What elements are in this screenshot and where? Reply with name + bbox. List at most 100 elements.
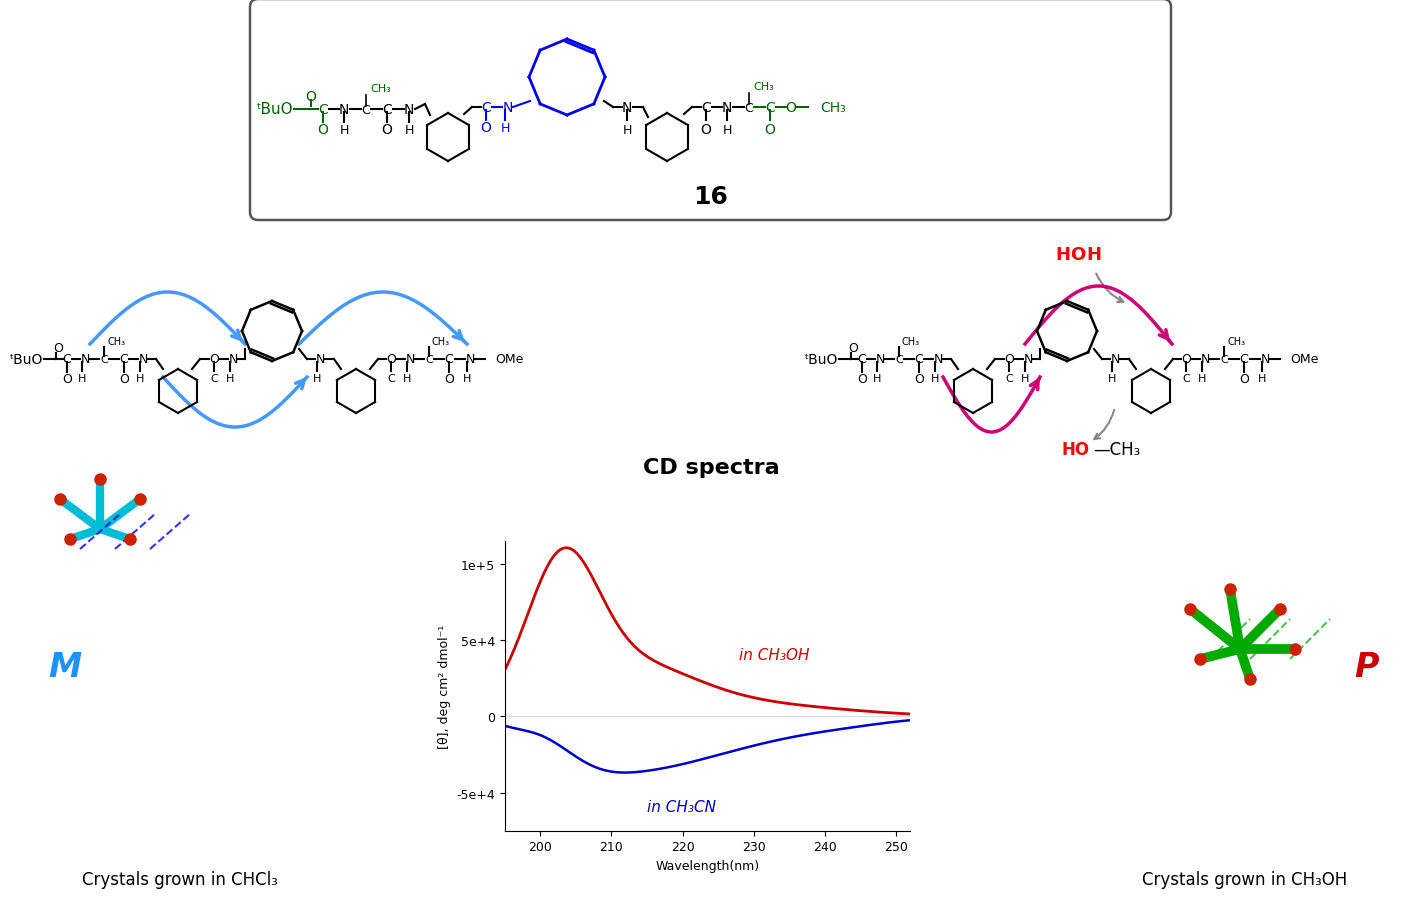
Text: O: O bbox=[848, 342, 857, 355]
Text: H: H bbox=[1021, 374, 1030, 384]
Text: Crystals grown in CHCl₃: Crystals grown in CHCl₃ bbox=[82, 870, 277, 888]
Text: Crystals grown in CH₃OH: Crystals grown in CH₃OH bbox=[1142, 870, 1348, 888]
Text: H: H bbox=[313, 374, 321, 384]
Text: O: O bbox=[914, 373, 924, 386]
Text: N: N bbox=[404, 103, 414, 116]
Text: N: N bbox=[722, 101, 732, 115]
Text: P: P bbox=[1355, 651, 1379, 684]
Text: O: O bbox=[317, 123, 328, 137]
Text: CH₃: CH₃ bbox=[754, 82, 774, 92]
X-axis label: Wavelength(nm): Wavelength(nm) bbox=[656, 859, 759, 872]
Text: H: H bbox=[1258, 374, 1266, 384]
Text: H: H bbox=[402, 374, 411, 384]
Text: C: C bbox=[481, 101, 491, 115]
Text: O: O bbox=[1182, 353, 1192, 366]
Text: C: C bbox=[210, 374, 218, 384]
Text: O: O bbox=[1004, 353, 1014, 366]
Text: N: N bbox=[1111, 353, 1119, 366]
Text: H: H bbox=[226, 374, 235, 384]
Y-axis label: [θ], deg cm² dmol⁻¹: [θ], deg cm² dmol⁻¹ bbox=[438, 624, 451, 749]
Text: •: • bbox=[1069, 250, 1076, 263]
Text: H: H bbox=[873, 374, 882, 384]
Text: N: N bbox=[621, 101, 633, 115]
Text: N: N bbox=[229, 353, 237, 366]
Text: OMe: OMe bbox=[1290, 353, 1318, 366]
Text: C: C bbox=[1182, 374, 1190, 384]
Text: C: C bbox=[1220, 355, 1227, 365]
Text: H: H bbox=[462, 374, 471, 384]
Text: C: C bbox=[894, 355, 903, 365]
Text: H: H bbox=[340, 124, 348, 136]
Text: CD spectra: CD spectra bbox=[643, 458, 779, 478]
Text: H: H bbox=[1086, 246, 1101, 264]
Text: O: O bbox=[53, 342, 63, 355]
Text: N: N bbox=[138, 353, 148, 366]
Text: N: N bbox=[503, 101, 513, 115]
Text: C: C bbox=[701, 101, 711, 115]
Text: N: N bbox=[316, 353, 324, 366]
Text: OMe: OMe bbox=[495, 353, 523, 366]
Text: in CH₃CN: in CH₃CN bbox=[647, 799, 717, 814]
Text: O: O bbox=[381, 123, 392, 137]
Text: C: C bbox=[745, 101, 754, 115]
Text: N: N bbox=[338, 103, 350, 116]
Text: H: H bbox=[1108, 374, 1116, 384]
FancyBboxPatch shape bbox=[250, 0, 1170, 220]
Text: O: O bbox=[119, 373, 129, 386]
Text: H: H bbox=[1055, 246, 1069, 264]
Text: H: H bbox=[623, 124, 631, 136]
Text: O: O bbox=[63, 373, 73, 386]
Text: M: M bbox=[48, 651, 81, 684]
Text: N: N bbox=[933, 353, 943, 366]
Text: O: O bbox=[385, 353, 395, 366]
Text: N: N bbox=[876, 353, 884, 366]
Text: N: N bbox=[80, 353, 90, 366]
Text: O: O bbox=[857, 373, 867, 386]
Text: in CH₃OH: in CH₃OH bbox=[739, 647, 811, 662]
Text: C: C bbox=[1240, 353, 1249, 366]
Text: H: H bbox=[722, 124, 732, 136]
Text: O: O bbox=[765, 123, 775, 137]
Text: H: H bbox=[931, 374, 939, 384]
Text: ᵗBuO: ᵗBuO bbox=[256, 102, 293, 117]
Text: C: C bbox=[445, 353, 454, 366]
Text: O: O bbox=[1239, 373, 1249, 386]
Text: O: O bbox=[209, 353, 219, 366]
Text: O: O bbox=[444, 373, 454, 386]
Text: N: N bbox=[1024, 353, 1032, 366]
Text: O: O bbox=[701, 123, 711, 137]
Text: C: C bbox=[1005, 374, 1012, 384]
Text: N: N bbox=[1200, 353, 1210, 366]
Text: ᵗBuO: ᵗBuO bbox=[10, 352, 43, 367]
Text: C: C bbox=[765, 101, 775, 115]
Text: CH₃: CH₃ bbox=[370, 84, 391, 94]
Text: CH₃: CH₃ bbox=[1227, 337, 1246, 347]
Text: CH₃: CH₃ bbox=[107, 337, 125, 347]
Text: C: C bbox=[319, 103, 328, 116]
Text: H: H bbox=[1197, 374, 1206, 384]
Text: CH₃: CH₃ bbox=[820, 101, 846, 115]
Text: C: C bbox=[361, 103, 370, 116]
Text: O: O bbox=[785, 101, 796, 115]
Text: C: C bbox=[383, 103, 392, 116]
Text: C: C bbox=[425, 355, 432, 365]
Text: O: O bbox=[1071, 246, 1085, 264]
Text: •: • bbox=[1079, 247, 1086, 260]
Text: ᵗBuO: ᵗBuO bbox=[805, 352, 838, 367]
Text: CH₃: CH₃ bbox=[432, 337, 451, 347]
Text: 16: 16 bbox=[694, 185, 728, 209]
Text: N: N bbox=[1260, 353, 1270, 366]
Text: C: C bbox=[63, 353, 71, 366]
Text: CH₃: CH₃ bbox=[902, 337, 920, 347]
Text: —CH₃: —CH₃ bbox=[1094, 441, 1140, 459]
Text: C: C bbox=[119, 353, 128, 366]
Text: H: H bbox=[404, 124, 414, 136]
Text: O: O bbox=[306, 90, 317, 104]
Text: C: C bbox=[387, 374, 395, 384]
Text: C: C bbox=[100, 355, 108, 365]
Text: N: N bbox=[405, 353, 415, 366]
Text: H: H bbox=[501, 121, 509, 135]
Text: N: N bbox=[465, 353, 475, 366]
Text: HO: HO bbox=[1062, 441, 1091, 459]
Text: O: O bbox=[481, 121, 492, 135]
